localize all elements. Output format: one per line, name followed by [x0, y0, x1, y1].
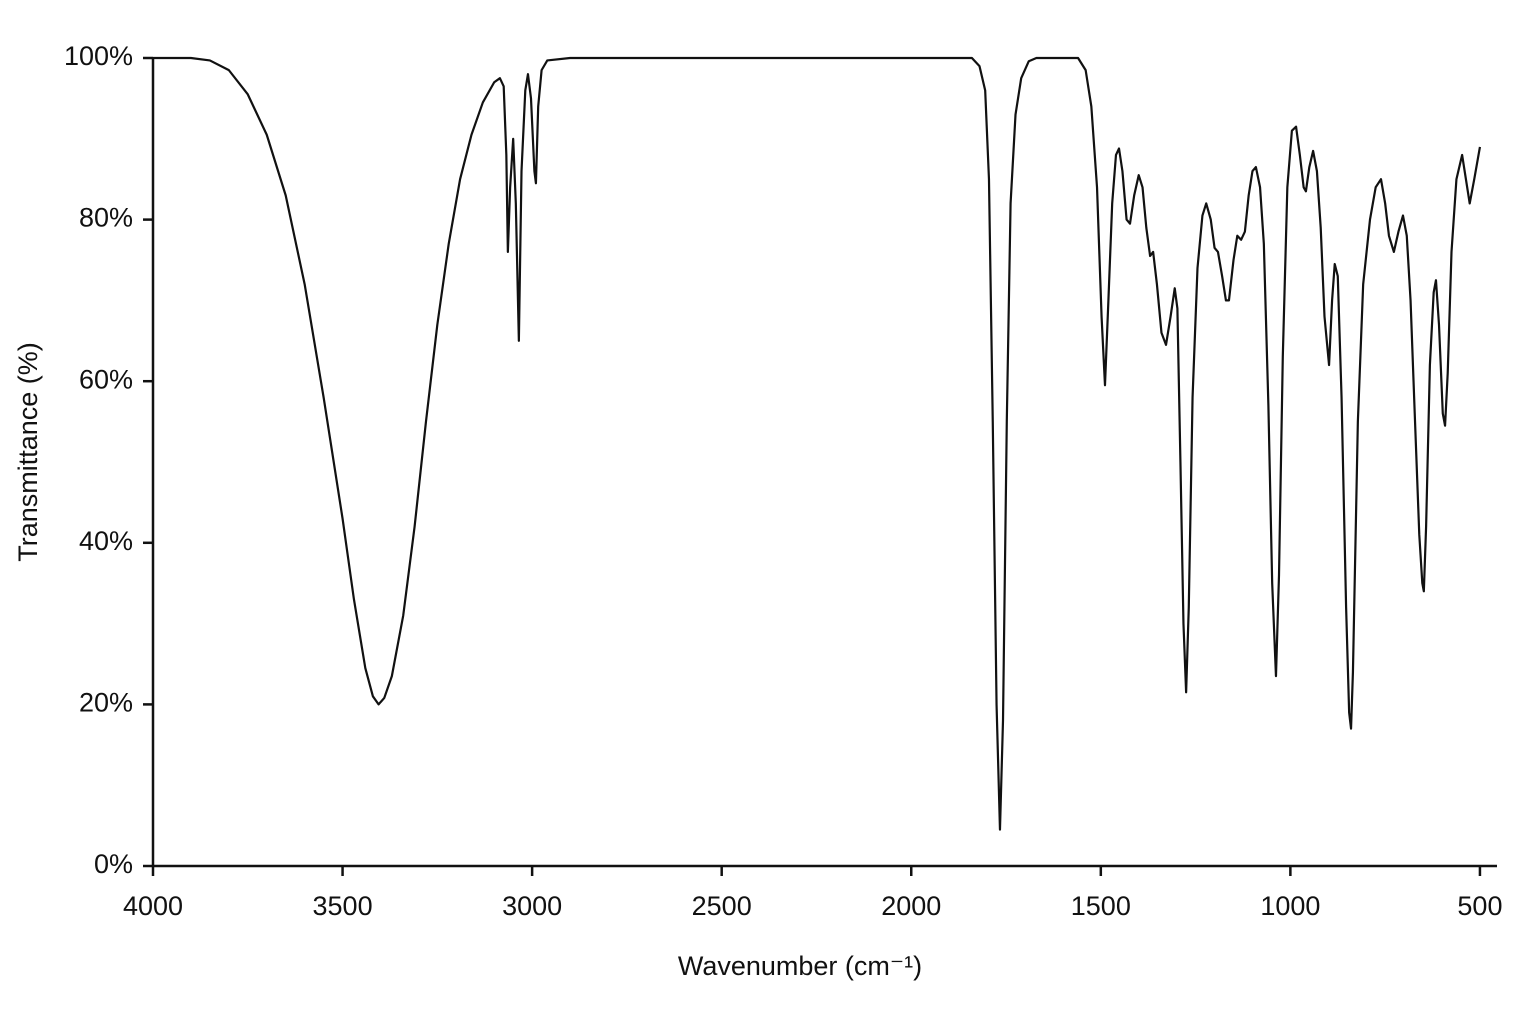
- x-tick-label: 3000: [502, 891, 562, 921]
- x-tick-label: 500: [1457, 891, 1502, 921]
- x-tick-label: 4000: [123, 891, 183, 921]
- y-tick-label: 0%: [94, 849, 133, 879]
- y-tick-label: 100%: [64, 41, 133, 71]
- y-tick-label: 40%: [79, 526, 133, 556]
- y-tick-label: 20%: [79, 688, 133, 718]
- x-tick-label: 1500: [1071, 891, 1131, 921]
- x-axis-label: Wavenumber (cm⁻¹): [678, 951, 922, 981]
- x-tick-label: 2500: [692, 891, 752, 921]
- y-tick-label: 80%: [79, 203, 133, 233]
- y-tick-label: 60%: [79, 364, 133, 394]
- x-tick-label: 1000: [1260, 891, 1320, 921]
- x-tick-label: 2000: [881, 891, 941, 921]
- y-axis-label: Transmittance (%): [13, 342, 43, 562]
- spectrum-line: [153, 56, 1482, 831]
- x-tick-label: 3500: [313, 891, 373, 921]
